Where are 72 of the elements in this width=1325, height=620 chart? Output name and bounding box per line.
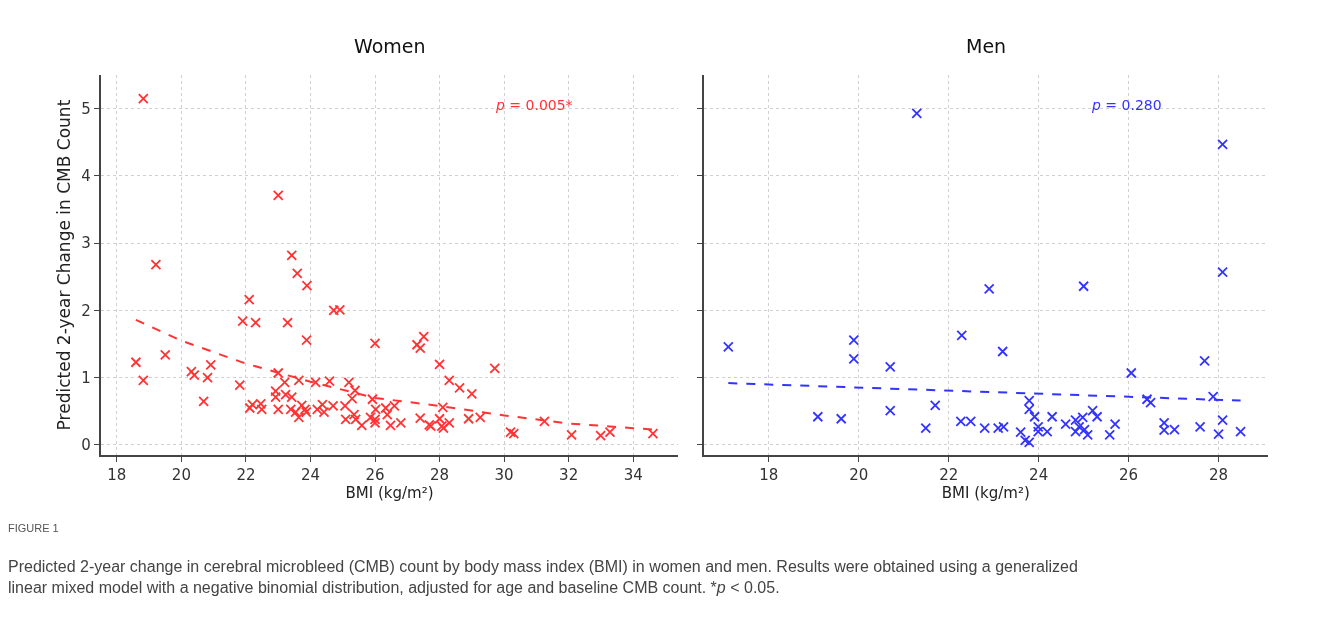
x-tick-label: 22 [939,466,959,485]
point [911,107,923,119]
x-tick-label: 30 [494,466,514,485]
point [1194,421,1206,433]
point [1104,429,1116,441]
point [848,353,860,365]
x-tick-label: 18 [107,466,127,485]
point [1060,418,1072,430]
point [884,405,896,417]
point [1087,405,1099,417]
y-tick-label: 1 [81,368,91,387]
point [1235,426,1246,437]
x-tick-label: 24 [300,466,321,485]
point [722,341,734,353]
x-tick-label: 20 [171,466,191,485]
x-tick-label: 26 [1119,466,1139,485]
y-tick-label: 3 [81,234,91,253]
annotation: p = 0.280 [1091,97,1162,113]
x-tick-label: 28 [430,466,450,485]
y-axis-title: Predicted 2-year Change in CMB Count [54,99,75,431]
point [997,346,1009,357]
y-tick-label: 4 [81,167,91,186]
point [1091,411,1103,423]
x-tick-label: 18 [759,466,779,485]
point [1145,397,1157,409]
point [1029,411,1040,423]
point [1109,418,1121,430]
y-tick-label: 5 [81,99,91,118]
point [1078,280,1090,292]
point [983,283,995,295]
x-tick-label: 22 [236,466,256,485]
point [1015,426,1027,438]
x-tick-label: 26 [365,466,385,485]
point [929,399,941,411]
point [1217,266,1228,278]
caption: FIGURE 1 [8,522,59,534]
x-tick-label: 24 [1029,466,1049,485]
point [1217,414,1228,426]
x-tick-label: 20 [849,466,869,485]
x-axis-title: BMI (kg/m²) [345,484,434,503]
x-tick-label: 32 [559,466,579,485]
point [992,422,1004,434]
point [1141,393,1153,405]
point [1217,138,1228,150]
point [884,361,896,373]
point [920,422,932,434]
text: Predicted 2-year change in cerebral microbleed (CMB) count by body mass index (BMI) in women and men. Results were obtained using a generalized linear mixed model with a negative binomial distribution, adjusted for age and baseline CMB count. *p < 0.05. [8,558,1078,596]
point [1032,421,1044,433]
chart-title: Women [354,35,426,57]
x-tick-label: 34 [623,466,643,485]
chart-title: Men [966,35,1007,57]
point [1207,391,1219,402]
point [1213,428,1224,440]
point [956,329,968,341]
point [979,422,991,434]
point [812,411,824,423]
point [1019,434,1031,446]
point [998,421,1009,433]
x-axis-title: BMI (kg/m²) [941,484,1030,503]
point [1082,429,1094,441]
point [848,334,860,346]
point [1023,395,1035,406]
point [1199,355,1211,367]
point [1125,367,1137,379]
y-tick-label: 0 [81,436,91,455]
point [1023,436,1035,448]
point [1158,417,1170,429]
y-tick-label: 2 [81,301,91,320]
point [1046,411,1058,423]
annotation: p = 0.005* [495,97,573,113]
point [835,413,847,425]
x-tick-label: 28 [1209,466,1229,485]
